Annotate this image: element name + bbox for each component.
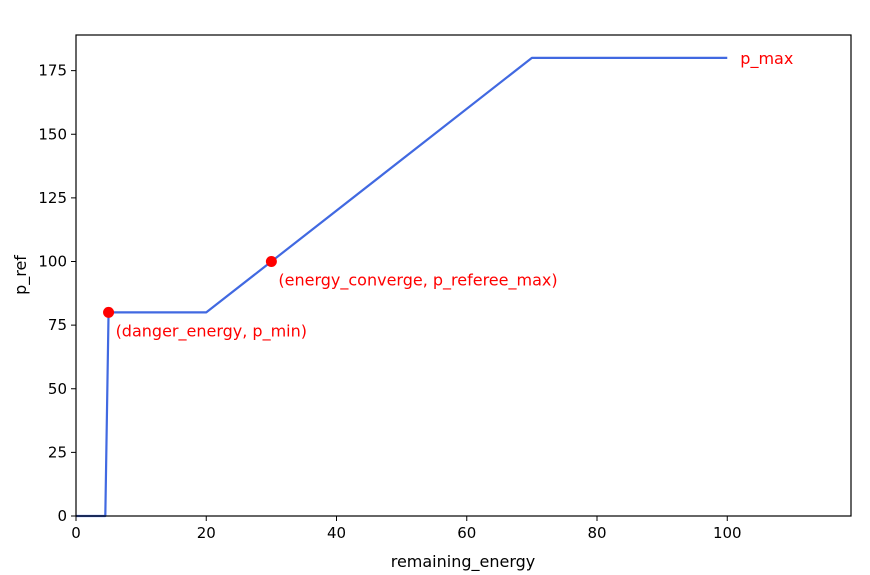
y-tick-label: 175: [38, 62, 67, 80]
marker-point: [265, 256, 277, 268]
plot-frame: [75, 34, 852, 517]
y-tick-label: 50: [48, 380, 67, 398]
x-axis: 0 20 40 60 80 100: [71, 516, 742, 542]
y-tick-label: 100: [38, 253, 67, 271]
y-tick-label: 125: [38, 189, 67, 207]
y-tick-label: 0: [57, 507, 67, 525]
y-tick-label: 150: [38, 125, 67, 143]
annotations: (danger_energy, p_min) (energy_converge, …: [116, 49, 794, 341]
y-tick-label: 25: [48, 443, 67, 461]
y-axis-label: p_ref: [11, 255, 31, 295]
y-tick-label: 75: [48, 316, 67, 334]
marker-point: [103, 306, 115, 318]
x-tick-label: 20: [197, 524, 216, 542]
x-tick-label: 80: [587, 524, 606, 542]
x-axis-label: remaining_energy: [391, 552, 536, 572]
y-axis: 0 25 50 75 100 125 150 175: [38, 62, 76, 525]
point-label: (energy_converge, p_referee_max): [278, 271, 557, 291]
annotation-text: p_max: [740, 49, 793, 69]
point-label: (danger_energy, p_min): [116, 321, 307, 341]
x-tick-label: 100: [713, 524, 742, 542]
x-tick-label: 0: [71, 524, 81, 542]
x-tick-label: 40: [327, 524, 346, 542]
x-tick-label: 60: [457, 524, 476, 542]
